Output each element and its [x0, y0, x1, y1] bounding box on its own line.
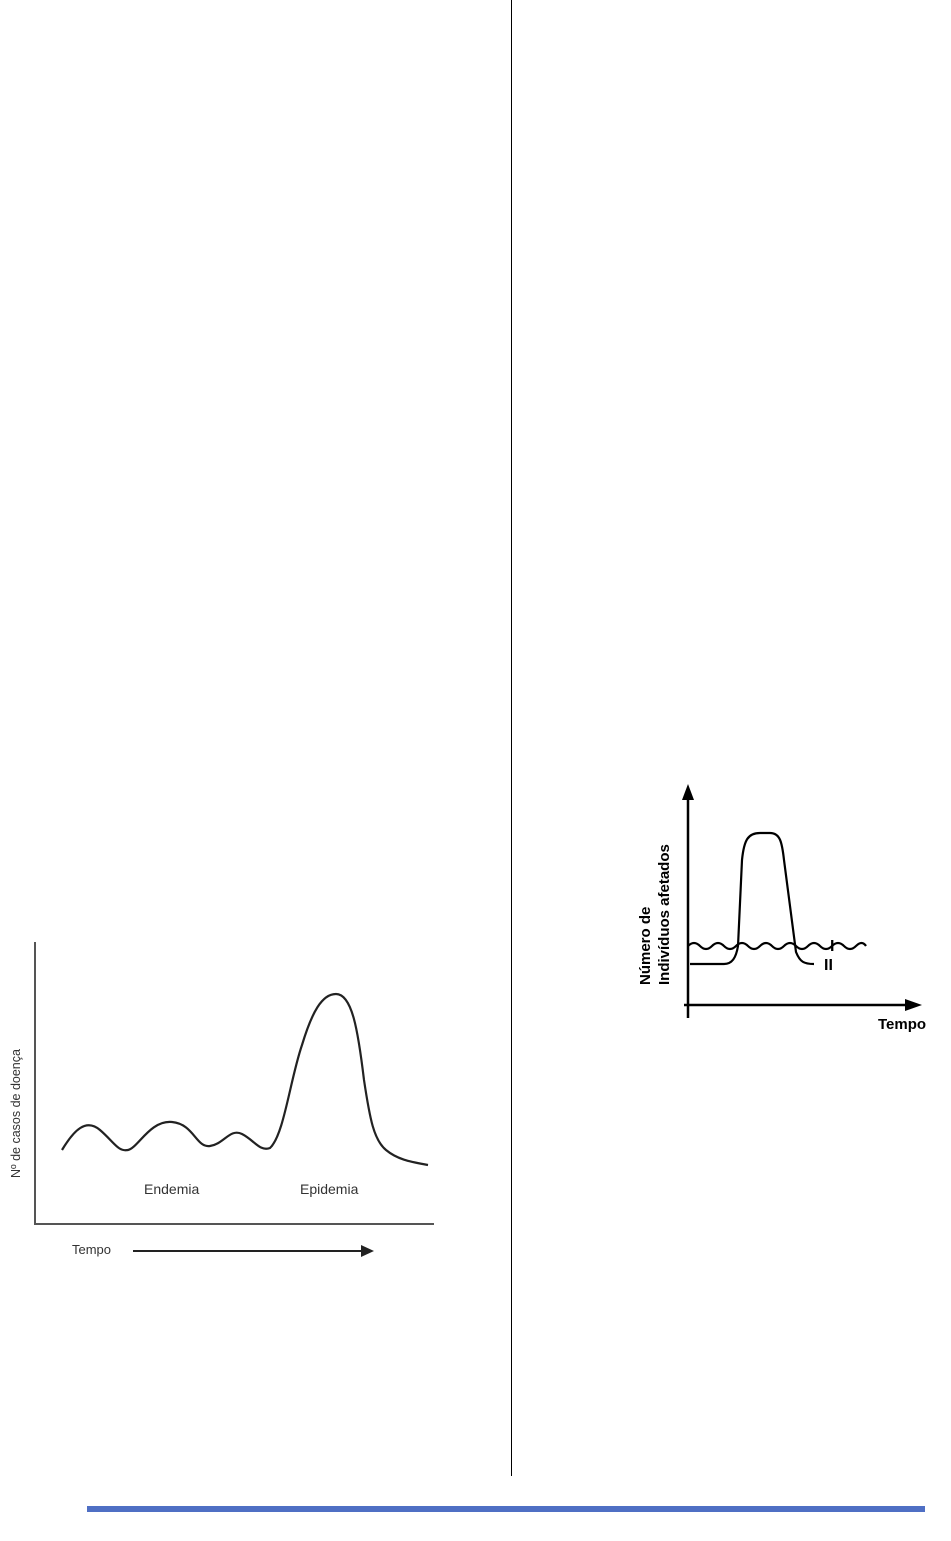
endemia-epidemia-figure: Nº de casos de doença Endemia Epidemia T…	[0, 930, 450, 1270]
endemia-label: Endemia	[144, 1181, 199, 1197]
individuos-afetados-figure: Número de Indivíduos afetados I II Tempo	[600, 770, 950, 1070]
curve-ii-label: II	[824, 957, 833, 974]
individuos-afetados-graph: Número de Indivíduos afetados I II Tempo	[637, 784, 926, 1033]
y-axis-label: Nº de casos de doença	[9, 1049, 23, 1178]
curve-ii	[690, 831, 815, 966]
epidemia-label: Epidemia	[300, 1181, 359, 1197]
curve-i-label: I	[830, 938, 834, 955]
y-axis-label-line-1: Número de	[637, 907, 654, 985]
column-divider	[511, 0, 512, 1476]
footer-rule	[87, 1506, 925, 1512]
endemia-epidemia-curve	[61, 992, 429, 1167]
curve-i	[687, 941, 867, 951]
x-axis-label: Tempo	[878, 1016, 926, 1033]
y-axis-arrow-icon	[682, 784, 694, 800]
y-axis-label-line-2: Indivíduos afetados	[656, 844, 673, 985]
endemia-epidemia-graph: Nº de casos de doença Endemia Epidemia T…	[9, 942, 434, 1257]
x-axis-label: Tempo	[72, 1242, 111, 1257]
x-axis-arrow-icon	[905, 999, 922, 1011]
time-arrow-head-icon	[361, 1245, 374, 1257]
